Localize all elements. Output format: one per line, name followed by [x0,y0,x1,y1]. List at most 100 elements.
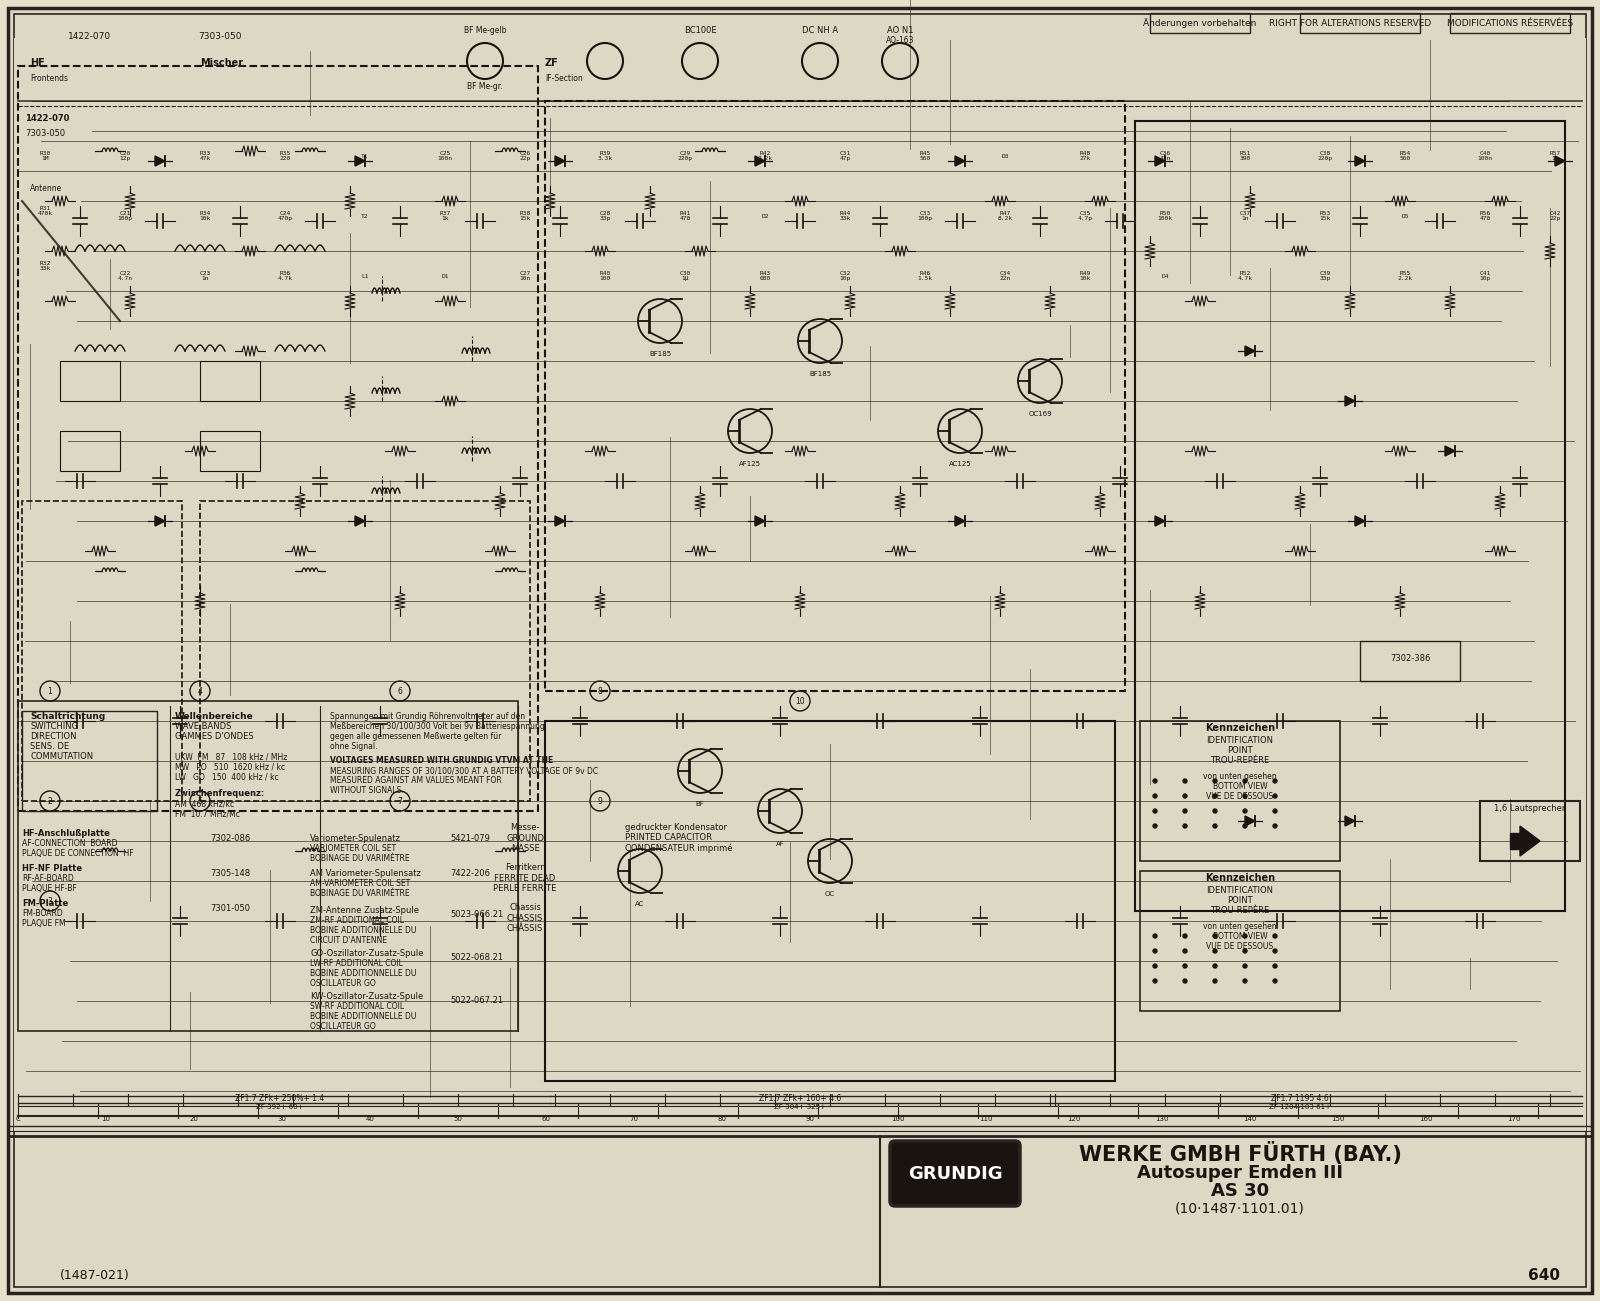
Text: C25
100n: C25 100n [437,151,453,161]
Text: SENS. DE: SENS. DE [30,742,69,751]
Text: 5023-066.21: 5023-066.21 [450,909,504,919]
Text: OSCILLATEUR GO: OSCILLATEUR GO [310,1023,376,1030]
Bar [14,38,1586,1131]
Text: MEASURING RANGES OF 30/100/300 AT A BATTERY VOLTAGE OF 9v DC: MEASURING RANGES OF 30/100/300 AT A BATT… [330,766,598,775]
Text: 7303-050: 7303-050 [26,129,66,138]
Text: POINT: POINT [1227,896,1253,905]
Text: HF-NF Platte: HF-NF Platte [22,864,82,873]
Text: AS 30: AS 30 [1211,1183,1269,1200]
Bar [1360,641,1459,680]
Text: 5022-068.21: 5022-068.21 [450,954,502,961]
Text: ohne Signal.: ohne Signal. [330,742,378,751]
Text: Zwischenfrequenz:: Zwischenfrequenz: [174,788,266,798]
Text: R33
47k: R33 47k [200,151,211,161]
Text: ZF1.7 ZFk+ 250%+ 1.4: ZF1.7 ZFk+ 250%+ 1.4 [235,1094,325,1103]
Text: MW   PO   510  1620 kHz / kc: MW PO 510 1620 kHz / kc [174,762,285,771]
Text: R31
470k: R31 470k [37,206,53,216]
Text: C28
33p: C28 33p [600,211,611,221]
Text: AM  468 kHz/kc: AM 468 kHz/kc [174,799,234,808]
Text: MODIFICATIONS RÉSERVÉES: MODIFICATIONS RÉSERVÉES [1446,18,1573,27]
Text: OSCILLATEUR GO: OSCILLATEUR GO [310,978,376,987]
Text: R35
220: R35 220 [280,151,291,161]
Text: Änderungen vorbehalten: Änderungen vorbehalten [1144,18,1256,27]
Text: LW   GO   150  400 kHz / kc: LW GO 150 400 kHz / kc [174,771,278,781]
Polygon shape [755,516,765,526]
Polygon shape [1355,156,1365,167]
Text: R41
470: R41 470 [680,211,691,221]
Text: 3: 3 [48,896,53,905]
Text: D5: D5 [1402,213,1408,219]
Text: BOBINE ADDITIONNELLE DU: BOBINE ADDITIONNELLE DU [310,969,416,978]
Bar [1139,870,1341,1011]
Text: POINT: POINT [1227,745,1253,755]
Text: BOBINAGE DU VARIMÈTRE: BOBINAGE DU VARIMÈTRE [310,889,410,898]
Circle shape [1213,978,1218,984]
Text: Ferritkern
FERRITE DEAD
PERLE FERRITE: Ferritkern FERRITE DEAD PERLE FERRITE [493,863,557,892]
Text: AC125: AC125 [949,461,971,467]
Text: AF125: AF125 [739,461,762,467]
Circle shape [1274,948,1277,954]
Text: R55
2.2k: R55 2.2k [1397,271,1413,281]
Polygon shape [955,156,965,167]
Text: 7302-386: 7302-386 [1390,654,1430,664]
Text: D1: D1 [442,273,448,278]
Text: R54
560: R54 560 [1400,151,1411,161]
Text: VUE DE DESSOUS: VUE DE DESSOUS [1206,942,1274,951]
Circle shape [1154,934,1157,938]
Bar [200,360,261,401]
Text: R30
1M: R30 1M [40,151,51,161]
Text: 7: 7 [397,796,403,805]
Circle shape [1182,809,1187,813]
Circle shape [1274,934,1277,938]
Bar [18,66,538,811]
Text: RIGHT FOR ALTERATIONS RESERVED: RIGHT FOR ALTERATIONS RESERVED [1269,18,1430,27]
Text: R42
2.2k: R42 2.2k [757,151,773,161]
Text: C39
33p: C39 33p [1320,271,1331,281]
Text: AC: AC [635,902,645,907]
Circle shape [1213,809,1218,813]
Text: C36
47n: C36 47n [1160,151,1171,161]
Circle shape [1182,824,1187,827]
Text: DC NH A: DC NH A [802,26,838,35]
Text: C42
22p: C42 22p [1549,211,1560,221]
Text: 5022-067.21: 5022-067.21 [450,997,502,1004]
Bar [546,721,1115,1081]
Text: Spannungen mit Grundig Röhrenvoltmeter auf den: Spannungen mit Grundig Röhrenvoltmeter a… [330,712,525,721]
Polygon shape [1245,816,1254,826]
Bar [22,712,157,811]
Text: von unten gesehen: von unten gesehen [1203,922,1277,932]
Bar [1299,13,1421,33]
Text: HF-Anschlußplatte: HF-Anschlußplatte [22,829,110,838]
Text: ZM-Antenne Zusatz-Spule: ZM-Antenne Zusatz-Spule [310,905,419,915]
Circle shape [1243,779,1246,783]
Text: BF185: BF185 [650,351,670,356]
Text: Antenne: Antenne [30,183,62,193]
Text: Schaltrichtung: Schaltrichtung [30,712,106,721]
Polygon shape [1155,516,1165,526]
Text: 1422-070: 1422-070 [26,114,69,124]
Circle shape [1243,978,1246,984]
Text: 640: 640 [1528,1268,1560,1284]
Circle shape [1274,824,1277,827]
Text: 7301-050: 7301-050 [210,904,250,913]
Text: Messe-
GROUND
MASSE: Messe- GROUND MASSE [506,824,544,853]
Text: 6: 6 [397,687,403,696]
Circle shape [1182,794,1187,798]
Circle shape [1154,964,1157,968]
Circle shape [1182,978,1187,984]
Text: BOBINE ADDITIONNELLE DU: BOBINE ADDITIONNELLE DU [310,1012,416,1021]
Text: BOBINE ADDITIONNELLE DU: BOBINE ADDITIONNELLE DU [310,926,416,935]
Text: 5: 5 [197,796,203,805]
Text: BOBINAGE DU VARIMÈTRE: BOBINAGE DU VARIMÈTRE [310,853,410,863]
Bar [1134,121,1565,911]
Text: T2: T2 [362,213,368,219]
Text: 40: 40 [365,1116,374,1121]
Text: C35
4.7p: C35 4.7p [1077,211,1093,221]
Text: AF-CONNECTION  BOARD: AF-CONNECTION BOARD [22,839,117,848]
Text: RF-AF-BOARD: RF-AF-BOARD [22,874,74,883]
Polygon shape [1155,156,1165,167]
Polygon shape [155,156,165,167]
Text: C41
10p: C41 10p [1480,271,1491,281]
Text: OC169: OC169 [1029,411,1051,418]
Text: gedruckter Kondensator
PRINTED CAPACITOR
CONDENSATEUR imprimé: gedruckter Kondensator PRINTED CAPACITOR… [626,822,733,853]
